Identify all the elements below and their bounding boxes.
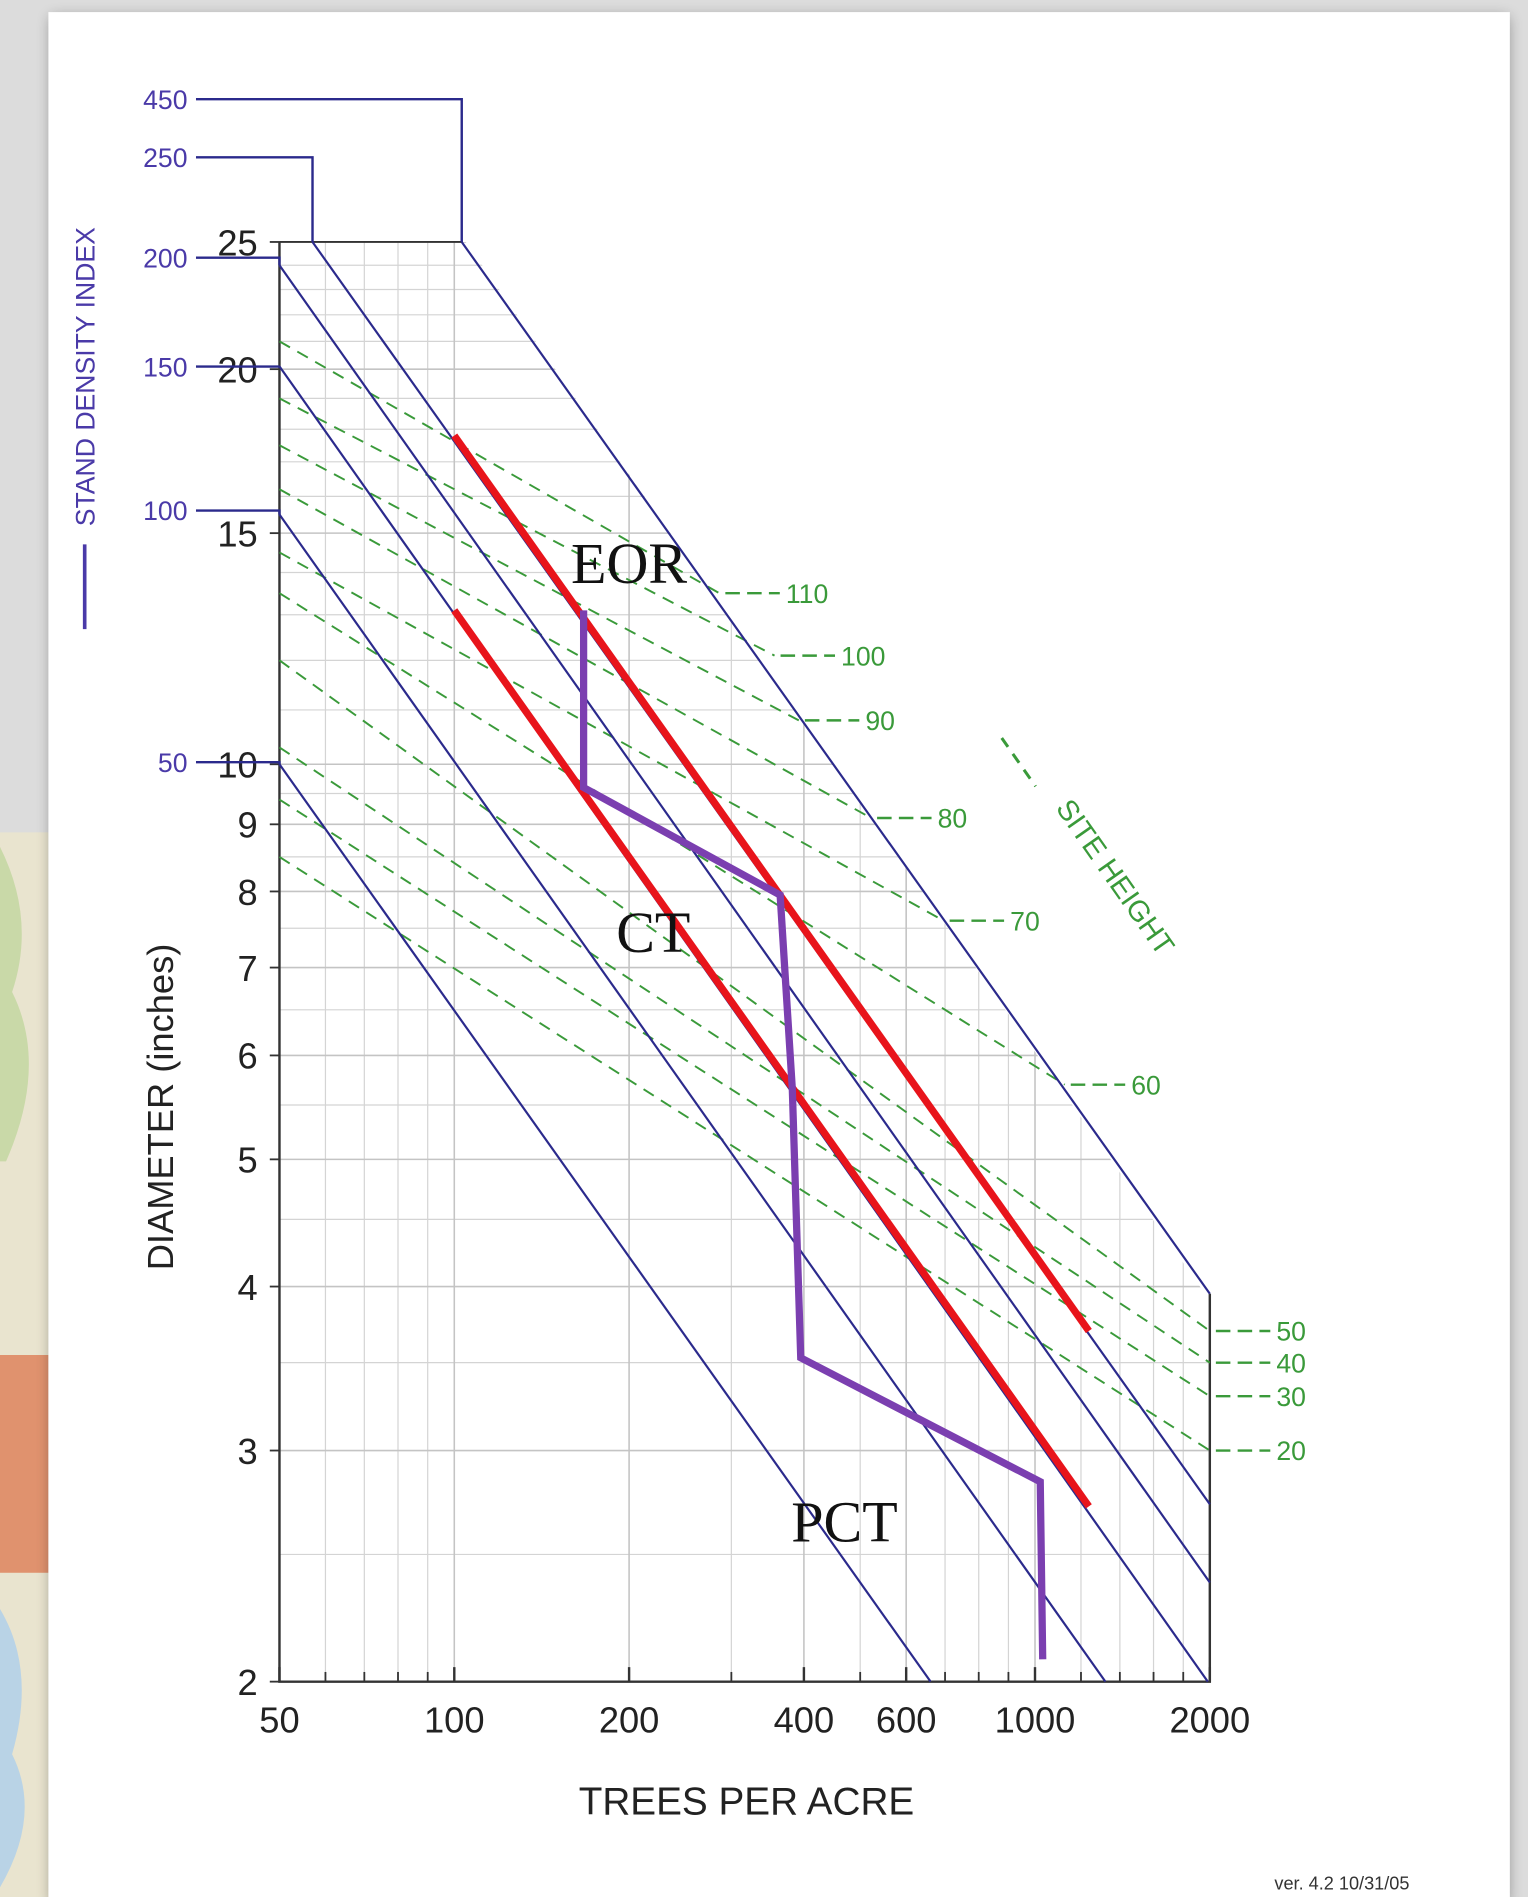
y-tick-label: 6 <box>238 1036 258 1077</box>
sdi-label: 150 <box>143 352 187 382</box>
y-tick-label: 2 <box>238 1662 258 1703</box>
site-height-label: 40 <box>1276 1348 1306 1378</box>
y-tick-label: 9 <box>238 805 258 846</box>
sdi-label: 250 <box>143 143 187 173</box>
y-tick-label: 4 <box>238 1267 258 1308</box>
sdi-label: 200 <box>143 243 187 273</box>
x-tick-label: 1000 <box>995 1699 1076 1740</box>
y-axis-title: DIAMETER (inches) <box>140 944 181 1271</box>
sdi-label: 450 <box>143 85 187 115</box>
x-tick-label: 50 <box>259 1699 299 1740</box>
site-height-label: 70 <box>1010 906 1040 936</box>
version-label: ver. 4.2 10/31/05 <box>1274 1874 1409 1894</box>
x-axis-title: TREES PER ACRE <box>579 1781 915 1824</box>
y-tick-label: 3 <box>238 1431 258 1472</box>
site-height-label: 100 <box>841 641 885 671</box>
y-tick-label: 8 <box>238 872 258 913</box>
site-height-label: 80 <box>938 804 968 834</box>
y-tick-label: 20 <box>217 349 257 390</box>
site-height-label: 110 <box>786 579 828 609</box>
site-height-label: 90 <box>865 706 895 736</box>
sdi-label: 50 <box>158 748 188 778</box>
x-tick-label: 2000 <box>1169 1699 1250 1740</box>
annotation: CT <box>616 900 690 965</box>
panel <box>48 12 1509 1897</box>
x-tick-label: 200 <box>599 1699 660 1740</box>
site-height-label: 60 <box>1131 1070 1161 1100</box>
chart: 5010020040060010002000234567891015202511… <box>0 0 1528 1897</box>
page: {"chart_data": { "type": "line", "x_labe… <box>0 0 1528 1897</box>
x-tick-label: 100 <box>424 1699 485 1740</box>
site-height-label: 20 <box>1276 1436 1306 1466</box>
annotation: PCT <box>791 1489 898 1554</box>
y-tick-label: 15 <box>217 513 257 554</box>
annotation: EOR <box>571 531 687 596</box>
sdi-legend-label: STAND DENSITY INDEX <box>70 227 100 526</box>
site-height-label: 50 <box>1276 1317 1306 1347</box>
x-tick-label: 400 <box>774 1699 835 1740</box>
y-tick-label: 5 <box>238 1140 258 1181</box>
y-tick-label: 10 <box>217 745 257 786</box>
x-tick-label: 600 <box>876 1699 937 1740</box>
y-tick-label: 7 <box>238 948 258 989</box>
sdi-label: 100 <box>143 496 187 526</box>
site-height-label: 30 <box>1276 1382 1306 1412</box>
